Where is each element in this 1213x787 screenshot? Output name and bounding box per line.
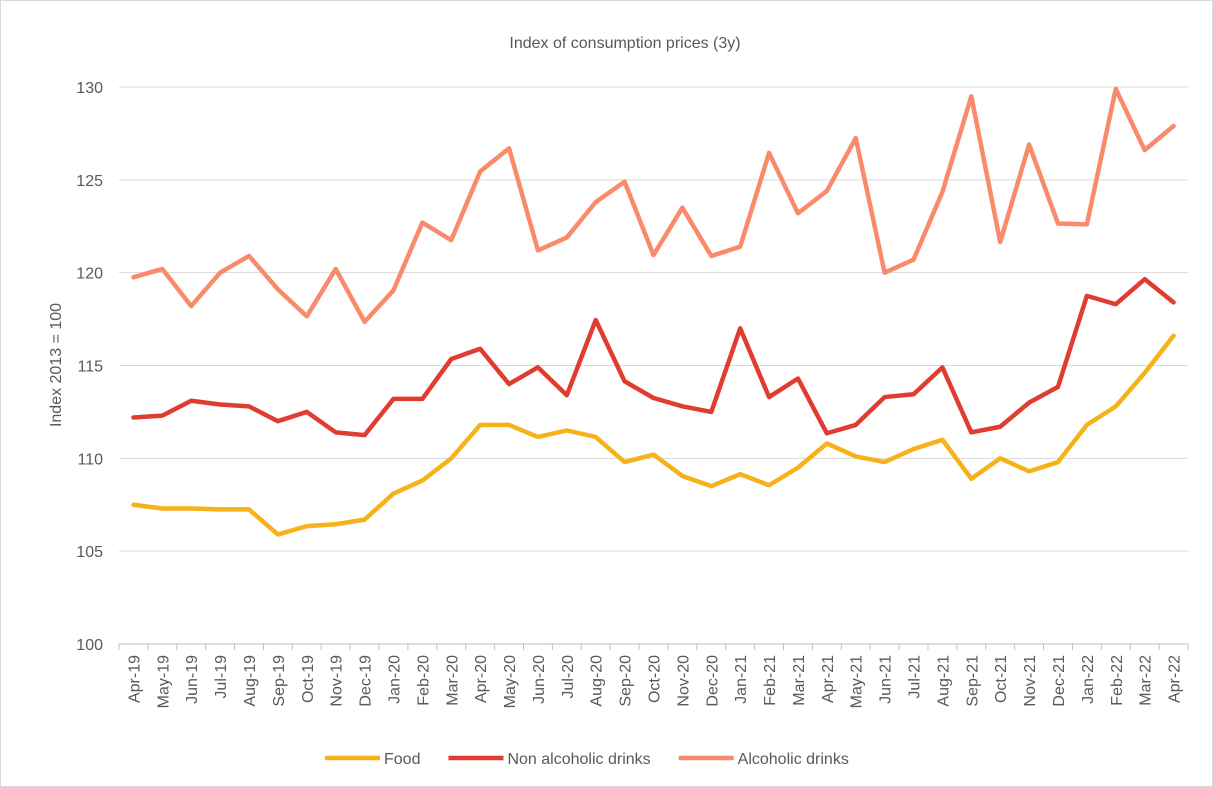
y-tick-label: 130 xyxy=(76,80,103,97)
x-tick-label: Dec-19 xyxy=(358,655,375,707)
x-tick-label: Nov-21 xyxy=(1022,655,1039,707)
legend-label: Non alcoholic drinks xyxy=(507,751,650,768)
series-line xyxy=(131,276,1176,438)
x-tick-label: Sep-19 xyxy=(271,655,288,707)
x-tick-label: Oct-19 xyxy=(300,655,317,703)
x-tick-label: Jul-20 xyxy=(560,655,577,699)
x-tick-label: Jan-21 xyxy=(733,655,750,704)
x-tick-label: Mar-20 xyxy=(444,655,461,706)
x-tick-label: Oct-21 xyxy=(993,655,1010,703)
chart-title: Index of consumption prices (3y) xyxy=(509,35,740,52)
y-tick-label: 125 xyxy=(76,173,103,190)
y-tick-label: 110 xyxy=(77,451,103,468)
x-tick-label: Feb-20 xyxy=(415,655,432,706)
x-tick-label: Jul-19 xyxy=(213,655,230,699)
x-tick-label: Mar-22 xyxy=(1138,655,1155,706)
y-tick-label: 115 xyxy=(77,359,103,376)
x-tick-label: Dec-21 xyxy=(1051,655,1068,707)
x-tick-label: Nov-19 xyxy=(329,655,346,707)
x-tick-label: Apr-20 xyxy=(473,655,490,703)
y-axis-label: Index 2013 = 100 xyxy=(48,303,65,427)
x-tick-label: Apr-22 xyxy=(1167,655,1184,703)
x-tick-label: May-20 xyxy=(502,655,519,708)
y-tick-label: 105 xyxy=(76,544,103,561)
x-tick-label: May-21 xyxy=(849,655,866,708)
x-tick-label: Apr-21 xyxy=(820,655,837,703)
legend-label: Alcoholic drinks xyxy=(738,751,849,768)
series-line xyxy=(131,333,1176,537)
x-tick-label: Jun-19 xyxy=(184,655,201,704)
y-tick-label: 120 xyxy=(76,266,103,283)
x-tick-label: Jun-20 xyxy=(531,655,548,704)
x-tick-label: Jan-22 xyxy=(1080,655,1097,704)
x-tick-label: Aug-20 xyxy=(589,655,606,707)
x-tick-label: Jun-21 xyxy=(878,655,895,704)
x-tick-label: Dec-20 xyxy=(704,655,721,707)
x-tick-label: Feb-21 xyxy=(762,655,779,706)
series-line xyxy=(131,86,1176,325)
x-tick-label: Jul-21 xyxy=(907,655,924,699)
x-tick-label: Oct-20 xyxy=(647,655,664,703)
x-tick-label: Apr-19 xyxy=(126,655,143,703)
x-tick-label: Feb-22 xyxy=(1109,655,1126,706)
x-tick-label: May-19 xyxy=(155,655,172,708)
x-tick-label: Aug-21 xyxy=(935,655,952,707)
x-tick-label: Jan-20 xyxy=(386,655,403,704)
x-tick-label: Sep-20 xyxy=(618,655,635,707)
x-tick-label: Nov-20 xyxy=(675,655,692,707)
x-tick-label: Aug-19 xyxy=(242,655,259,707)
y-tick-label: 100 xyxy=(76,637,103,654)
x-tick-label: Mar-21 xyxy=(791,655,808,706)
x-tick-label: Sep-21 xyxy=(964,655,981,707)
legend-label: Food xyxy=(384,751,420,768)
